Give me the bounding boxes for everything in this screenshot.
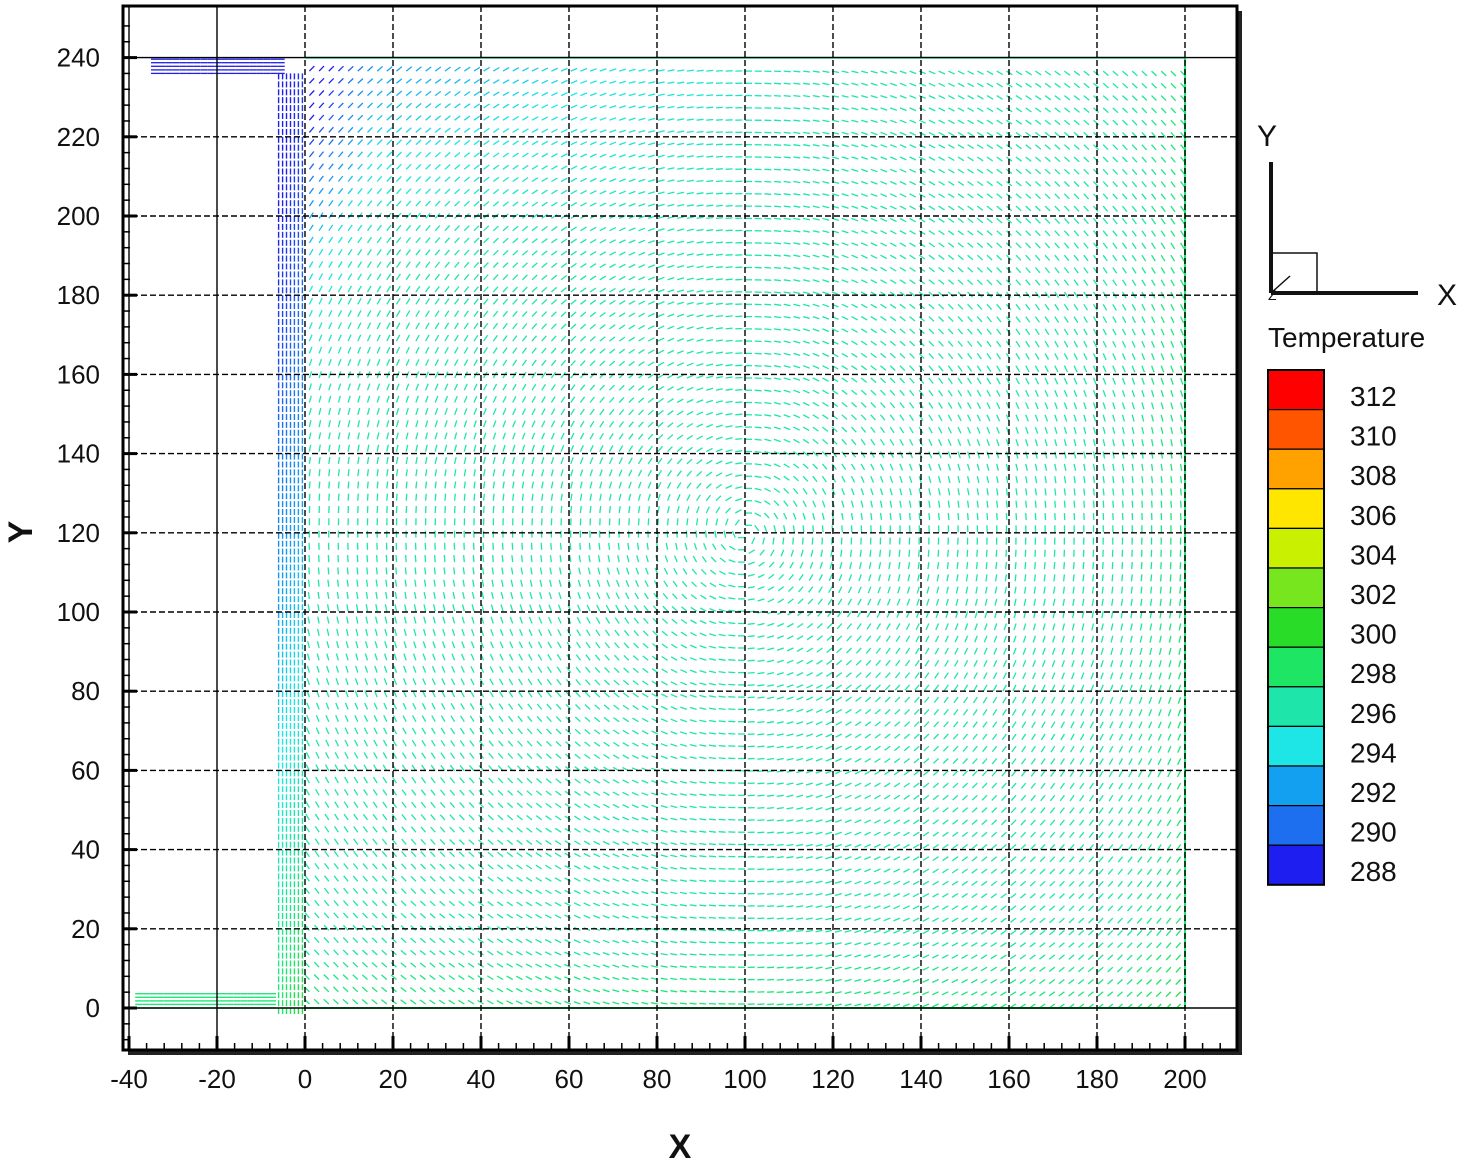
plot-frame-shadow	[123, 6, 1242, 1055]
legend-swatch	[1267, 765, 1325, 807]
legend-swatch	[1267, 804, 1325, 846]
legend-swatch	[1267, 409, 1325, 450]
y-tick-label: 100	[57, 597, 100, 627]
x-tick-label: 200	[1163, 1064, 1206, 1094]
legend-label: 308	[1350, 460, 1397, 491]
legend-label: 304	[1350, 539, 1397, 570]
y-tick-label: 200	[57, 201, 100, 231]
triad-box	[1271, 252, 1318, 293]
plot-frame	[121, 4, 1239, 1052]
legend-title: Temperature	[1268, 322, 1425, 353]
legend-border	[1267, 369, 1325, 886]
x-tick-label: 40	[467, 1064, 496, 1094]
legend-swatch	[1267, 369, 1325, 411]
legend-label: 312	[1350, 381, 1397, 412]
x-tick-label: 160	[987, 1064, 1030, 1094]
y-tick-label: 20	[71, 914, 100, 944]
y-tick-label: 0	[86, 993, 100, 1023]
velocity-vectors	[135, 56, 1186, 1014]
x-tick-label: 0	[298, 1064, 312, 1094]
legend-swatch	[1267, 527, 1325, 569]
x-tick-label: -20	[198, 1064, 236, 1094]
legend-swatch	[1267, 686, 1325, 727]
legend-swatch	[1267, 725, 1325, 767]
y-axis-title: Y	[2, 520, 40, 543]
triad-z-axis	[1270, 275, 1291, 294]
legend-swatch	[1267, 646, 1325, 688]
legend-swatch	[1267, 606, 1325, 648]
legend-label: 302	[1350, 579, 1397, 610]
y-tick-label: 120	[57, 518, 100, 548]
y-tick-label: 240	[57, 43, 100, 73]
x-tick-label: -40	[110, 1064, 148, 1094]
x-tick-label: 20	[379, 1064, 408, 1094]
legend-label: 290	[1350, 817, 1397, 848]
triad-x-label: X	[1437, 279, 1457, 312]
y-tick-label: 40	[71, 835, 100, 865]
triad-y-label: Y	[1257, 120, 1277, 153]
grid-lines	[123, 6, 1237, 1050]
legend-label: 296	[1350, 698, 1397, 729]
legend-label: 292	[1350, 777, 1397, 808]
x-tick-label: 180	[1075, 1064, 1118, 1094]
legend-swatch	[1267, 567, 1325, 609]
y-axis-ticks: 0 20 40 60 80 100 120 140 160 180 200 220 240	[57, 25, 137, 1041]
legend-swatch	[1267, 448, 1325, 490]
x-tick-label: 80	[643, 1064, 672, 1094]
y-tick-label: 140	[57, 439, 100, 469]
x-tick-label: 140	[899, 1064, 942, 1094]
plot-border	[121, 4, 1239, 1052]
legend-label: 306	[1350, 500, 1397, 531]
x-axis-ticks: -40 -20 0 20 40 60 80 100 120 140 160 180 200	[110, 1036, 1221, 1094]
legend-label: 310	[1350, 421, 1397, 452]
x-tick-label: 100	[723, 1064, 766, 1094]
x-tick-label: 120	[811, 1064, 854, 1094]
y-tick-label: 60	[71, 755, 100, 785]
y-tick-label: 80	[71, 676, 100, 706]
x-tick-label: 60	[555, 1064, 584, 1094]
y-tick-label: 220	[57, 122, 100, 152]
legend-label: 288	[1350, 856, 1397, 887]
legend-label: 294	[1350, 737, 1397, 768]
y-tick-label: 160	[57, 359, 100, 389]
legend-swatch	[1267, 488, 1325, 529]
legend-label: 298	[1350, 658, 1397, 689]
x-axis-title: X	[669, 1128, 692, 1160]
legend-swatch	[1267, 844, 1325, 886]
legend-label: 300	[1350, 619, 1397, 650]
plot-background	[123, 6, 1237, 1050]
axis-triad: Y X Z	[1257, 120, 1457, 312]
temperature-legend: 312 310 308 306 304 302 300 298 296 294 292 290 288	[1267, 369, 1397, 887]
triad-z-label: Z	[1268, 287, 1277, 303]
y-tick-label: 180	[57, 280, 100, 310]
